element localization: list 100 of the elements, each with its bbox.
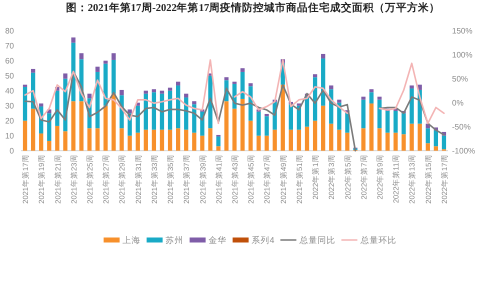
- bar: [47, 140, 52, 151]
- legend-label: 总量环比: [359, 235, 396, 245]
- legend-label: 上海: [122, 235, 141, 245]
- y2-tick-label: -50%: [452, 122, 471, 132]
- bar: [369, 89, 374, 92]
- legend-label: 总量同比: [298, 235, 336, 245]
- y2-tick-label: 100%: [452, 50, 472, 60]
- bar: [280, 84, 285, 151]
- y-tick-label: 20: [5, 116, 15, 126]
- bar: [224, 77, 229, 80]
- y2-tick-label: 50%: [452, 74, 468, 84]
- bar: [394, 132, 398, 151]
- bar: [112, 53, 116, 60]
- y2-tick-label: 0%: [452, 98, 464, 108]
- bar: [264, 114, 269, 116]
- bar: [103, 60, 108, 64]
- bar: [79, 53, 84, 60]
- bar: [361, 128, 366, 151]
- bar: [434, 146, 438, 151]
- bar: [410, 124, 414, 151]
- bar: [168, 130, 172, 151]
- bar: [426, 143, 430, 151]
- bar: [128, 136, 132, 151]
- bar: [192, 132, 196, 151]
- bar: [248, 83, 253, 86]
- bar: [144, 90, 148, 94]
- bar: [224, 101, 229, 151]
- legend-label: 苏州: [166, 235, 184, 245]
- bar: [160, 90, 164, 94]
- bar: [272, 130, 277, 151]
- bar: [55, 126, 60, 151]
- bar: [39, 103, 44, 106]
- bar: [394, 110, 398, 133]
- bar: [385, 110, 390, 133]
- bar: [208, 76, 212, 128]
- bar: [39, 133, 44, 151]
- bar: [152, 89, 156, 92]
- bar: [47, 113, 52, 141]
- bar: [312, 74, 318, 78]
- bar: [95, 66, 100, 72]
- bar: [136, 106, 140, 133]
- bar: [329, 85, 334, 90]
- bar: [442, 136, 446, 150]
- y-tick-label: 30: [5, 102, 15, 111]
- bar: [152, 130, 156, 151]
- y-tick-label: 40: [5, 86, 15, 96]
- y-tick-label: 10: [5, 132, 15, 141]
- bar: [22, 120, 28, 151]
- bar: [337, 100, 342, 103]
- bar: [434, 130, 438, 146]
- bar: [377, 96, 382, 100]
- bar: [369, 103, 374, 151]
- bar: [71, 101, 76, 151]
- bar: [321, 106, 326, 151]
- bar: [55, 90, 60, 126]
- bar: [112, 60, 116, 94]
- bar: [120, 128, 124, 151]
- bar: [30, 108, 36, 151]
- y-tick-label: 80: [5, 26, 15, 36]
- bar: [385, 132, 390, 151]
- bar: [369, 92, 374, 104]
- bar: [79, 101, 84, 151]
- bar: [312, 120, 318, 151]
- bar: [256, 136, 261, 151]
- bar: [288, 130, 293, 151]
- bar: [304, 126, 310, 151]
- bar: [200, 136, 204, 151]
- bar: [71, 37, 76, 43]
- bar: [418, 124, 422, 151]
- y-tick-label: 70: [5, 42, 15, 51]
- bar: [112, 94, 116, 151]
- bar: [402, 134, 406, 151]
- bar: [184, 130, 188, 151]
- bar: [160, 130, 164, 151]
- y-tick-label: 60: [5, 56, 15, 66]
- bar: [248, 120, 253, 151]
- bar: [377, 100, 382, 128]
- bar: [208, 128, 212, 151]
- bar: [296, 130, 302, 151]
- bar: [361, 100, 366, 128]
- bar: [63, 131, 68, 151]
- bar: [176, 128, 180, 151]
- y-tick-label: 50: [5, 72, 15, 81]
- bar: [345, 132, 350, 151]
- bar: [87, 128, 92, 151]
- bar: [136, 132, 140, 151]
- legend-label: 系列4: [252, 235, 275, 245]
- bar: [216, 136, 220, 146]
- bar: [329, 124, 334, 151]
- bar: [240, 98, 245, 151]
- bar: [168, 88, 172, 91]
- bar: [321, 54, 326, 58]
- bar: [120, 90, 124, 96]
- bar: [426, 128, 430, 144]
- bar: [264, 136, 269, 151]
- bar: [103, 106, 108, 151]
- y2-tick-label: 150%: [452, 26, 472, 36]
- bar: [377, 128, 382, 151]
- bar: [87, 94, 92, 98]
- bar: [402, 113, 406, 134]
